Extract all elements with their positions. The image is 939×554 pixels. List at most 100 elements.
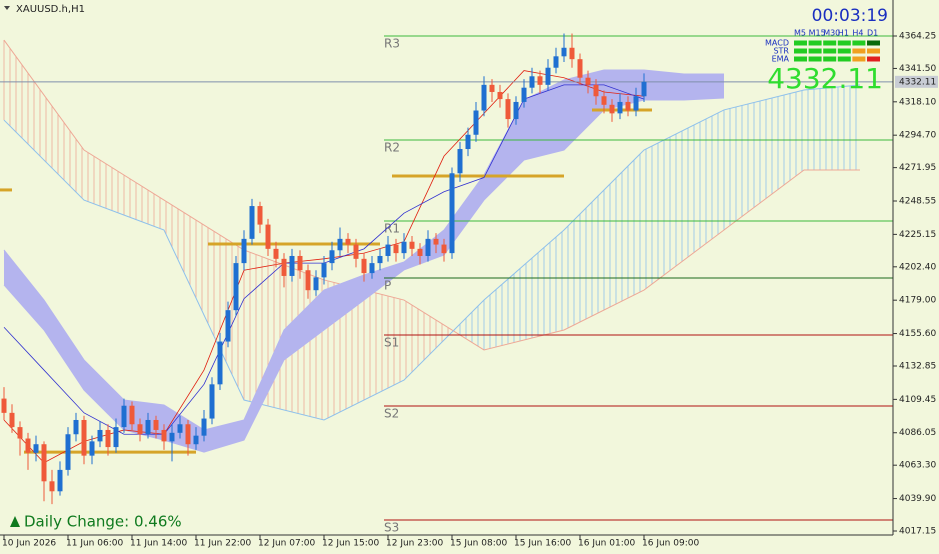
status-box <box>794 56 807 62</box>
pivot-label: S1 <box>384 335 399 349</box>
y-tick-label: 4063.30 <box>899 461 936 471</box>
candle-body <box>377 255 383 264</box>
candle-body <box>433 238 439 245</box>
candle-body <box>201 418 207 436</box>
pivot-label: S2 <box>384 407 399 421</box>
candle-body <box>593 84 599 97</box>
candle-body <box>25 438 31 453</box>
candle-body <box>129 405 135 425</box>
candle-body <box>601 96 607 105</box>
candle-body <box>625 101 631 111</box>
pivot-label: R1 <box>384 222 400 236</box>
status-box <box>867 48 880 54</box>
candle-body <box>489 84 495 92</box>
x-tick-label: 12 Jun 15:00 <box>322 539 379 549</box>
candle-body <box>345 238 351 245</box>
status-box <box>837 40 851 46</box>
candle-body <box>89 441 95 456</box>
status-box <box>852 40 866 46</box>
candle-body <box>33 444 39 453</box>
candle-body <box>185 424 191 445</box>
y-tick-label: 4179.00 <box>899 296 936 306</box>
candle-body <box>401 241 407 254</box>
status-box <box>808 48 822 54</box>
candle-body <box>417 248 423 256</box>
candle-body <box>161 429 167 442</box>
candle-body <box>97 429 103 442</box>
timer: 00:03:19 <box>812 6 888 26</box>
pivot-label: P <box>384 278 391 292</box>
candle-body <box>457 149 463 174</box>
panel-row-label: MACD <box>765 39 789 48</box>
candle-body <box>409 241 415 249</box>
candle-body <box>553 56 559 68</box>
status-box <box>808 40 822 46</box>
x-tick-label: 11 Jun 06:00 <box>66 539 123 549</box>
hatched-cloud-span-a <box>3 39 860 351</box>
candle-body <box>609 104 615 114</box>
candle-body <box>177 424 183 433</box>
pivot-label: R2 <box>384 141 400 155</box>
big-price: 4332.11 <box>767 62 883 95</box>
candle-body <box>425 238 431 256</box>
timeframe-label: D1 <box>867 29 878 38</box>
candle-body <box>633 96 639 111</box>
candle-body <box>289 255 295 276</box>
candle-body <box>473 110 479 135</box>
x-tick-label: 11 Jun 22:00 <box>194 539 251 549</box>
candle-body <box>569 47 575 60</box>
candle-body <box>9 412 15 428</box>
x-tick-label: 16 Jun 09:00 <box>642 539 699 549</box>
status-box <box>837 56 851 62</box>
candle-body <box>273 248 279 259</box>
candle-body <box>297 255 303 271</box>
candle-body <box>81 419 87 456</box>
menu-arrow[interactable] <box>4 6 10 10</box>
candle-body <box>617 101 623 114</box>
timeframe-label: M30 <box>823 29 840 38</box>
y-tick-label: 4225.15 <box>899 230 936 240</box>
candle-body <box>105 429 111 448</box>
x-tick-label: 10 Jun 2026 <box>2 539 56 549</box>
candle-body <box>1 398 7 413</box>
timeframe-label: H4 <box>852 29 863 38</box>
candle-body <box>41 444 47 482</box>
candle-body <box>265 224 271 249</box>
y-tick-label: 4086.05 <box>899 428 936 438</box>
candle-body <box>249 206 255 239</box>
status-box <box>823 40 837 46</box>
x-tick-label: 11 Jun 14:00 <box>130 539 187 549</box>
candle-body <box>121 405 127 428</box>
hatched-cloud-span-b <box>3 84 861 421</box>
candle-body <box>561 47 567 57</box>
candle-body <box>337 238 343 251</box>
candle-body <box>49 481 55 492</box>
y-tick-label: 4132.85 <box>899 362 936 372</box>
pivot-label: R3 <box>384 36 400 50</box>
candle-body <box>577 59 583 78</box>
candle-body <box>73 419 79 435</box>
y-tick-label: 4039.90 <box>899 494 936 504</box>
candle-body <box>57 469 63 492</box>
candle-body <box>465 134 471 150</box>
candle-body <box>305 270 311 291</box>
candle-body <box>137 424 143 435</box>
candle-body <box>481 84 487 111</box>
y-tick-label: 4318.10 <box>899 97 936 107</box>
x-tick-label: 12 Jun 07:00 <box>258 539 315 549</box>
candle-body <box>545 67 551 85</box>
status-box <box>837 48 851 54</box>
candle-body <box>505 99 511 120</box>
timeframe-label: H1 <box>838 29 849 38</box>
candle-body <box>113 427 119 448</box>
status-box <box>808 56 822 62</box>
panel-row-label: STR <box>773 47 789 56</box>
status-box <box>823 48 837 54</box>
candle-body <box>537 76 543 85</box>
y-tick-label: 4017.15 <box>899 527 936 537</box>
candle-body <box>369 263 375 274</box>
candle-body <box>17 427 23 439</box>
up-triangle <box>10 516 20 527</box>
x-tick-label: 12 Jun 23:00 <box>386 539 443 549</box>
